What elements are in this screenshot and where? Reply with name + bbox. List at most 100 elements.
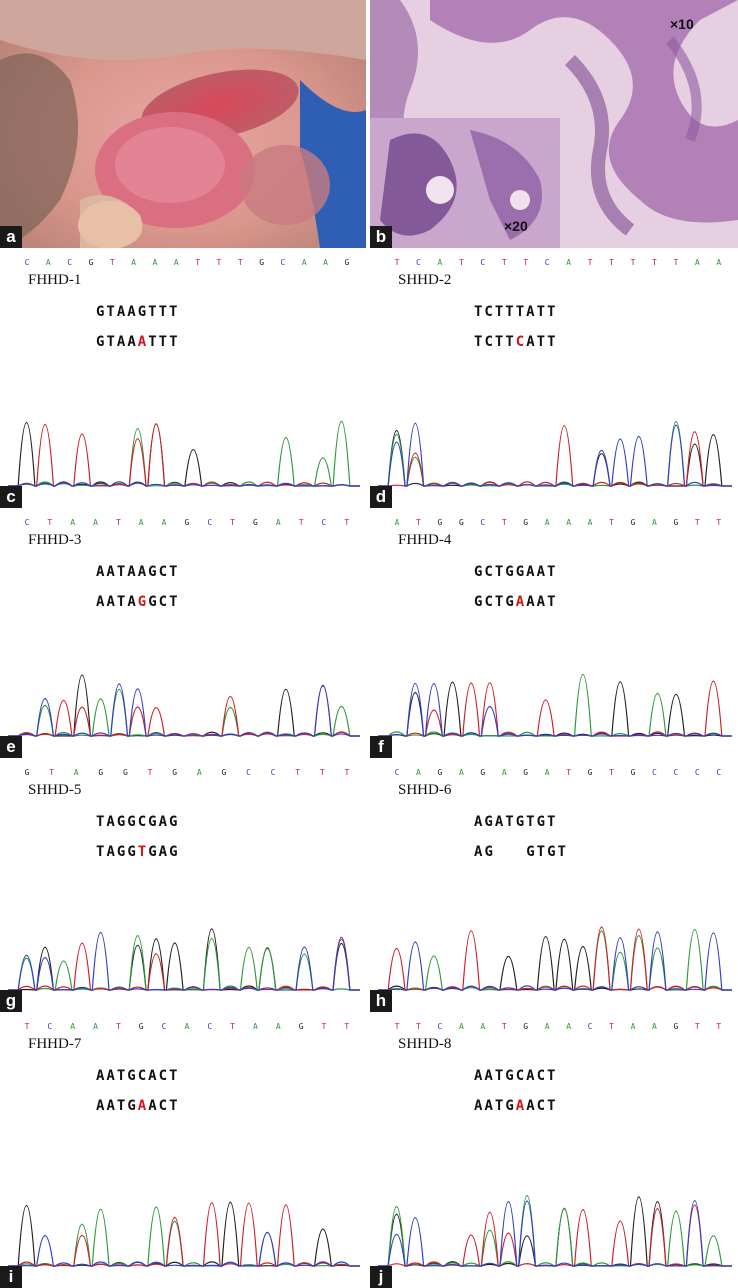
- base-call: T: [652, 258, 657, 267]
- base-call: A: [716, 258, 722, 267]
- sequence-base: [516, 844, 526, 860]
- sample-id: SHHD-2: [398, 272, 452, 288]
- panel-c-chromatogram: C A C G T A A A T T T G C A A G FHHD-1 GTAAGTTT GTAAATTT c: [0, 252, 366, 508]
- panel-label-i: i: [0, 1266, 22, 1288]
- base-call: A: [70, 1022, 76, 1031]
- base-call: T: [458, 258, 464, 267]
- mutated-base: T: [137, 844, 149, 860]
- base-call: A: [184, 1022, 190, 1031]
- trace-line-G: [8, 421, 360, 487]
- trace-line-C: [378, 931, 732, 991]
- base-call: G: [437, 768, 443, 777]
- sequence-base: G: [148, 844, 159, 860]
- base-call: T: [216, 258, 222, 267]
- base-call: G: [437, 518, 443, 527]
- base-call: C: [716, 768, 722, 777]
- base-call: T: [321, 1022, 327, 1031]
- base-call: C: [673, 768, 679, 777]
- base-call: A: [138, 518, 144, 527]
- sequence-base: C: [484, 334, 495, 350]
- sequence-base: T: [557, 844, 568, 860]
- base-call: G: [587, 768, 593, 777]
- base-call: T: [344, 518, 350, 527]
- reference-sequence: AGATGTGT: [474, 814, 558, 830]
- panel-label-b: b: [370, 226, 392, 248]
- sequence-base: G: [547, 844, 558, 860]
- base-call: C: [544, 258, 550, 267]
- base-call: C: [207, 1022, 213, 1031]
- base-call: G: [523, 1022, 529, 1031]
- base-call: A: [566, 518, 572, 527]
- sequence-base: [505, 844, 515, 860]
- mutant-sequence: AATGAACT: [474, 1098, 558, 1114]
- base-call: G: [673, 1022, 679, 1031]
- base-call: C: [161, 1022, 167, 1031]
- sequence-base: G: [526, 844, 537, 860]
- reference-sequence: AATAAGCT: [96, 564, 180, 580]
- base-call: G: [253, 518, 258, 527]
- base-call: G: [630, 518, 636, 527]
- base-call: G: [458, 518, 464, 527]
- base-call: C: [416, 258, 421, 267]
- trace-line-T: [378, 425, 732, 487]
- trace-area: T C A A T G C A C T A A G T T FHHD-7 AATGCACT AATGAACT: [8, 1018, 360, 1272]
- base-call: T: [298, 518, 304, 527]
- base-call: A: [437, 258, 443, 267]
- base-call: T: [416, 1022, 421, 1031]
- base-call: T: [230, 1022, 235, 1031]
- sequence-base: A: [96, 594, 107, 610]
- base-call: G: [172, 768, 178, 777]
- reference-sequence: GTAAGTTT: [96, 304, 180, 320]
- base-call: A: [394, 518, 400, 527]
- trace-line-G: [378, 430, 732, 487]
- base-call: T: [147, 768, 153, 777]
- sequence-base: A: [484, 1098, 495, 1114]
- base-call: A: [131, 258, 137, 267]
- trace-area: C A C G T A A A T T T G C A A G FHHD-1 GTAAGTTT GTAAATTT: [8, 254, 360, 492]
- base-call: G: [138, 1022, 144, 1031]
- sample-id: SHHD-8: [398, 1036, 452, 1052]
- base-call: T: [716, 518, 722, 527]
- base-call: A: [458, 768, 464, 777]
- base-call: T: [394, 1022, 400, 1031]
- base-call: T: [47, 518, 53, 527]
- trace-line-A: [378, 1194, 732, 1267]
- base-call: T: [501, 1022, 507, 1031]
- mutated-base: C: [515, 334, 527, 350]
- trace-line-T: [8, 1202, 360, 1267]
- base-call: T: [673, 258, 679, 267]
- trace-line-C: [378, 683, 732, 737]
- trace-line-A: [8, 688, 360, 737]
- sequence-base: A: [474, 844, 485, 860]
- base-call: A: [275, 518, 281, 527]
- base-call: T: [694, 518, 700, 527]
- trace-line-A: [8, 420, 360, 487]
- panel-label-g: g: [0, 990, 22, 1012]
- trace-line-A: [378, 929, 732, 991]
- sequence-base: G: [148, 594, 159, 610]
- base-call: T: [566, 768, 572, 777]
- sequence-base: G: [505, 594, 516, 610]
- panel-h-chromatogram: C A G A G A G A T G T G C C C C SHHD-6 AGATGTGT AG GTGT h: [370, 762, 738, 1012]
- base-call: A: [301, 258, 307, 267]
- sequence-base: T: [547, 594, 558, 610]
- sequence-base: T: [505, 334, 516, 350]
- base-call: A: [152, 258, 158, 267]
- sequence-base: T: [148, 334, 159, 350]
- base-call: A: [544, 518, 550, 527]
- base-call: C: [270, 768, 276, 777]
- histology-image: [370, 0, 738, 248]
- panel-label-j: j: [370, 1266, 392, 1288]
- sample-id: SHHD-6: [398, 782, 452, 798]
- base-call: T: [609, 1022, 614, 1031]
- trace-line-C: [378, 422, 732, 487]
- base-call: C: [480, 258, 486, 267]
- base-call: T: [694, 1022, 700, 1031]
- panel-g-chromatogram: G T A G G T G A G C C T T T SHHD-5 TAGGCGAG TAGGTGAG g: [0, 762, 366, 1012]
- trace-line-C: [8, 1231, 360, 1267]
